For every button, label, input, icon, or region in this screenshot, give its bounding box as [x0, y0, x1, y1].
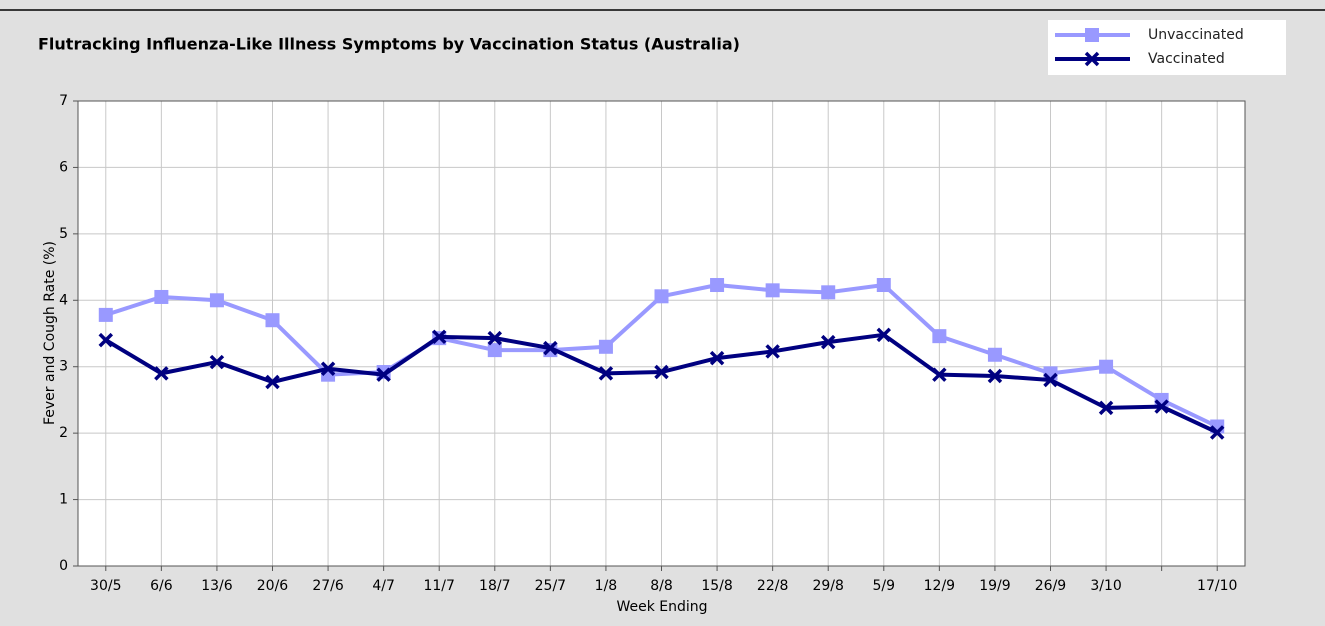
x-tick-label: 8/8 [650, 578, 673, 594]
x-tick-label: 30/5 [90, 578, 121, 594]
marker [709, 350, 725, 366]
y-tick-label: 3 [59, 359, 68, 375]
marker [598, 339, 613, 354]
x-tick-label: 25/7 [535, 578, 566, 594]
marker [209, 354, 225, 370]
marker [320, 361, 336, 376]
x-tick-label: 11/7 [423, 578, 454, 594]
marker [265, 313, 280, 328]
marker [154, 366, 169, 381]
x-tick-label: 27/6 [312, 578, 344, 594]
legend-label: Unvaccinated [1148, 27, 1244, 43]
y-tick-label: 2 [59, 425, 68, 441]
x-axis-label: Week Ending [616, 599, 707, 615]
x-tick-label: 3/10 [1090, 578, 1121, 594]
marker [98, 307, 113, 322]
marker [265, 374, 280, 390]
x-tick-label: 4/7 [372, 578, 395, 594]
marker [1098, 400, 1114, 416]
y-tick-label: 5 [59, 226, 68, 242]
legend-items: Unvaccinated Vaccinated [1055, 27, 1244, 67]
marker [932, 367, 947, 382]
marker [1099, 359, 1114, 374]
chart-title: Flutracking Influenza-Like Illness Sympt… [38, 35, 740, 54]
y-tick-label: 7 [59, 93, 68, 109]
y-axis-label: Fever and Cough Rate (%) [42, 241, 58, 425]
x-tick-label: 29/8 [812, 578, 843, 594]
marker [710, 278, 725, 293]
x-tick-label: 22/8 [757, 578, 788, 594]
x-tick-label: 26/9 [1035, 578, 1066, 594]
marker [1043, 372, 1058, 388]
y-tick-label: 0 [59, 558, 68, 574]
marker [487, 330, 503, 346]
marker [1085, 28, 1099, 42]
x-tick-label: 15/8 [701, 578, 732, 594]
marker [154, 289, 169, 304]
x-tick-label: 12/9 [924, 578, 955, 594]
marker [1154, 399, 1169, 414]
marker [487, 343, 502, 358]
x-tick-label: 6/6 [150, 578, 173, 594]
x-tick-label: 1/8 [595, 578, 618, 594]
marker [876, 278, 891, 293]
y-tick-label: 4 [59, 292, 68, 308]
marker [932, 329, 947, 344]
y-tick-label: 6 [59, 159, 68, 175]
marker [98, 332, 114, 348]
x-tick-label: 19/9 [979, 578, 1010, 594]
marker [376, 367, 391, 382]
marker [431, 329, 447, 345]
marker [820, 334, 836, 350]
marker [654, 364, 669, 380]
marker [876, 327, 892, 343]
x-tick-label: 20/6 [257, 578, 289, 594]
legend-label: Vaccinated [1148, 51, 1225, 67]
plot-frame [77, 100, 1246, 567]
marker [987, 368, 1003, 384]
marker [765, 283, 780, 298]
marker [209, 293, 224, 308]
marker [543, 340, 558, 356]
x-tick-label: 13/6 [201, 578, 233, 594]
y-tick-label: 1 [59, 492, 68, 508]
marker [765, 344, 780, 359]
x-tick-label: 18/7 [479, 578, 510, 594]
marker [654, 289, 669, 304]
marker [1209, 425, 1225, 440]
marker [1084, 51, 1100, 67]
grid: 0 1 2 3 4 5 6 7 30/5 6/6 13/6 20/6 27/6 4/7 11/7 18/7 25… [59, 93, 1245, 594]
marker [987, 347, 1002, 362]
series-group [98, 278, 1225, 440]
x-tick-label: 5/9 [873, 578, 896, 594]
x-tick-label: 17/10 [1197, 578, 1237, 594]
marker [821, 285, 836, 300]
marker [598, 366, 614, 381]
